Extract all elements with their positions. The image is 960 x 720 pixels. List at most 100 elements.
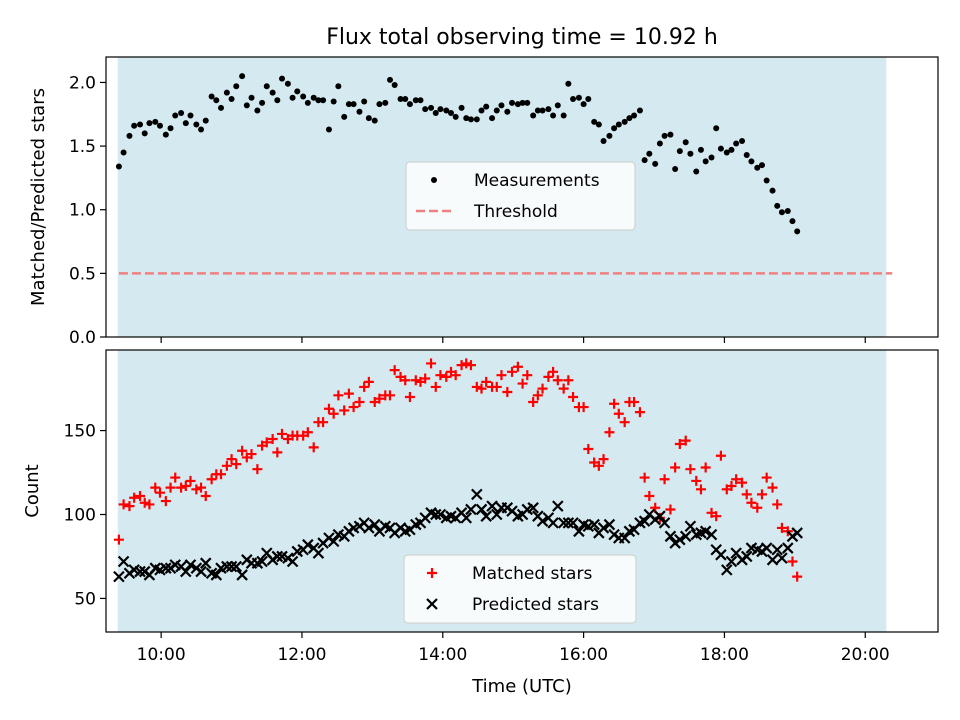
matched-stars-point bbox=[435, 370, 446, 381]
x-tick-label: 12:00 bbox=[277, 645, 326, 665]
measurement-point bbox=[406, 101, 413, 108]
predicted-stars-point bbox=[699, 525, 712, 538]
measurement-point bbox=[539, 107, 546, 114]
legend-marker-measurements bbox=[431, 177, 437, 183]
matched-stars-point bbox=[685, 464, 696, 475]
measurement-point bbox=[162, 131, 169, 138]
x-tick-label: 20:00 bbox=[841, 645, 890, 665]
predicted-stars-point bbox=[480, 510, 492, 522]
measurement-point bbox=[483, 103, 490, 110]
matched-stars-point bbox=[308, 442, 319, 453]
matched-stars-point bbox=[507, 366, 518, 377]
measurement-point bbox=[667, 131, 674, 138]
measurement-point bbox=[728, 146, 735, 153]
matched-stars-point bbox=[384, 390, 395, 401]
matched-stars-point bbox=[430, 381, 441, 392]
measurement-point bbox=[641, 157, 648, 164]
measurement-point bbox=[530, 112, 537, 119]
bottom-series-matched-stars bbox=[113, 358, 803, 582]
measurement-point bbox=[432, 110, 439, 116]
matched-stars-point bbox=[124, 501, 135, 512]
matched-stars-point bbox=[711, 511, 722, 522]
predicted-stars-point bbox=[434, 508, 447, 521]
predicted-stars-point bbox=[588, 518, 600, 531]
predicted-stars-point bbox=[638, 515, 651, 527]
x-tick-label: 10:00 bbox=[137, 645, 186, 665]
measurement-point bbox=[412, 97, 419, 104]
matched-stars-point bbox=[363, 376, 374, 387]
measurement-point bbox=[365, 115, 372, 122]
predicted-stars-point bbox=[471, 488, 483, 501]
top-series-measurements bbox=[115, 73, 801, 235]
matched-stars-point bbox=[165, 482, 176, 493]
matched-stars-point bbox=[583, 444, 594, 455]
matched-stars-point bbox=[639, 472, 650, 483]
predicted-stars-point bbox=[715, 549, 727, 561]
matched-stars-point bbox=[118, 499, 129, 510]
measurement-point bbox=[397, 96, 404, 102]
matched-stars-point bbox=[339, 405, 350, 416]
measurement-point bbox=[350, 101, 357, 108]
measurement-point bbox=[754, 164, 761, 171]
matched-stars-point bbox=[261, 437, 272, 448]
matched-stars-point bbox=[476, 383, 487, 394]
x-axis-label: Time (UTC) bbox=[471, 676, 572, 697]
bottom-panel-axes: 50 100 150 10:00 12:00 14:00 16:00 18:00 20:00 Co… bbox=[22, 349, 939, 665]
matched-stars-point bbox=[465, 360, 476, 371]
matched-stars-point bbox=[176, 482, 187, 493]
matched-stars-point bbox=[634, 407, 645, 418]
measurement-point bbox=[325, 126, 332, 133]
measurement-point bbox=[172, 112, 179, 119]
matched-stars-point bbox=[604, 427, 615, 438]
matched-stars-point bbox=[226, 454, 237, 465]
predicted-stars-point bbox=[618, 532, 631, 544]
matched-stars-point bbox=[246, 449, 257, 460]
measurement-point bbox=[463, 115, 470, 122]
measurement-point bbox=[778, 209, 785, 216]
top-panel-axes: 0.0 0.5 1.0 1.5 2.0 Matched/Predicted stars Me… bbox=[28, 56, 939, 348]
measurement-point bbox=[131, 122, 138, 129]
measurement-point bbox=[294, 88, 301, 95]
matched-stars-point bbox=[354, 397, 365, 408]
matched-stars-point bbox=[670, 462, 681, 473]
matched-stars-point bbox=[481, 376, 492, 387]
measurement-point bbox=[473, 116, 480, 123]
measurement-point bbox=[743, 152, 750, 158]
measurement-point bbox=[269, 89, 276, 96]
matched-stars-point bbox=[537, 383, 548, 394]
measurement-point bbox=[386, 76, 393, 83]
matched-stars-point bbox=[374, 393, 385, 404]
matched-stars-point bbox=[216, 469, 227, 480]
measurement-point bbox=[402, 96, 409, 102]
matched-stars-point bbox=[277, 428, 288, 439]
measurement-point bbox=[193, 121, 200, 128]
matched-stars-point bbox=[522, 370, 533, 381]
measurement-point bbox=[478, 107, 485, 114]
matched-stars-point bbox=[328, 408, 339, 419]
legend-label: Matched stars bbox=[472, 564, 592, 584]
matched-stars-point bbox=[665, 504, 676, 515]
predicted-stars-point bbox=[552, 500, 564, 512]
measurement-point bbox=[723, 149, 730, 156]
matched-stars-point bbox=[359, 381, 370, 392]
predicted-stars-point bbox=[782, 542, 794, 554]
measurement-point bbox=[534, 107, 541, 114]
predicted-stars-point bbox=[720, 564, 733, 576]
matched-stars-point bbox=[691, 475, 702, 486]
predicted-stars-point bbox=[184, 559, 197, 571]
matched-stars-point bbox=[333, 390, 344, 401]
measurement-point bbox=[498, 102, 505, 109]
predicted-stars-point bbox=[368, 518, 381, 531]
predicted-stars-point bbox=[160, 562, 172, 574]
measurement-point bbox=[208, 93, 215, 100]
predicted-stars-point bbox=[210, 569, 223, 581]
bottom-plot-frame bbox=[105, 349, 939, 633]
predicted-stars-point bbox=[312, 547, 325, 559]
matched-stars-point bbox=[659, 474, 670, 485]
matched-stars-point bbox=[548, 366, 559, 377]
matched-stars-point bbox=[160, 496, 171, 507]
predicted-stars-point bbox=[486, 500, 498, 512]
matched-stars-point bbox=[731, 474, 742, 485]
measurement-point bbox=[565, 80, 572, 87]
measurement-point bbox=[422, 106, 429, 113]
